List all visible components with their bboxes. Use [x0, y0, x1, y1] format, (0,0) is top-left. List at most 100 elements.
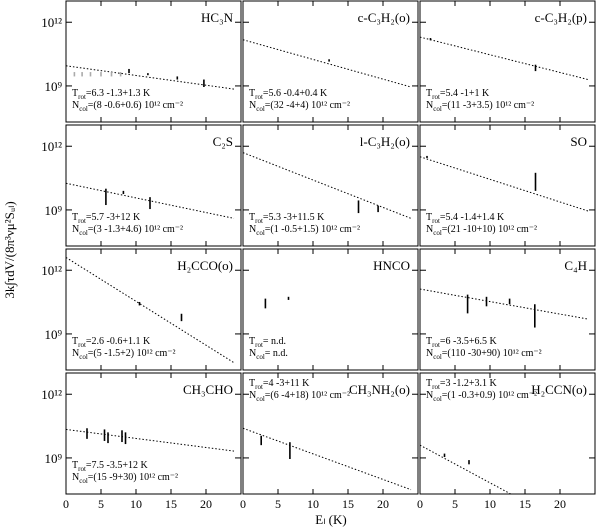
- x-tick-label: 10: [130, 497, 142, 511]
- subscript: rot: [255, 341, 263, 349]
- panel-frame: [419, 124, 596, 247]
- molecule-label: H₂CCO(o): [177, 258, 233, 273]
- y-tick-label: 10¹²: [41, 387, 62, 402]
- subscript: col: [433, 229, 442, 237]
- symbol: N: [426, 390, 433, 401]
- fit-line: [66, 257, 235, 364]
- value-text: =(3 -1.3+4.6) 10¹² cm⁻²: [88, 224, 183, 235]
- symbol: T: [72, 88, 78, 99]
- subscript: rot: [78, 341, 86, 349]
- value-text: =(21 -10+10) 10¹² cm⁻²: [442, 224, 537, 235]
- y-tick-label: 10⁹: [44, 451, 62, 466]
- trot-label: Trot= n.d.: [249, 336, 286, 349]
- fit-line: [420, 444, 512, 494]
- molecule-label: c-C₃H₂(p): [535, 10, 587, 25]
- value-text: =(32 -4+4) 10¹² cm⁻²: [265, 100, 350, 111]
- value-text: =2.6 -0.6+1.1 K: [86, 336, 151, 347]
- x-axis-label: Eₗ (K): [315, 512, 346, 527]
- x-tick-label: 10: [307, 497, 319, 511]
- trot-label: Trot=6.3 -1.3+1.3 K: [72, 88, 151, 101]
- subscript: rot: [432, 217, 440, 225]
- symbol: N: [426, 348, 433, 359]
- subscript: col: [256, 353, 265, 361]
- symbol: N: [249, 100, 256, 111]
- y-tick-label: 10¹²: [41, 263, 62, 278]
- trot-label: Trot=3 -1.2+3.1 K: [426, 378, 498, 391]
- ncol-label: Ncol=(3 -1.3+4.6) 10¹² cm⁻²: [72, 224, 183, 237]
- ncol-label: Ncol=(15 -9+30) 10¹² cm⁻²: [72, 472, 178, 485]
- symbol: N: [249, 224, 256, 235]
- subscript: col: [433, 395, 442, 403]
- ncol-label: Ncol=(110 -30+90) 10¹² cm⁻²: [426, 348, 542, 361]
- ncol-label: Ncol=(8 -0.6+0.6) 10¹² cm⁻²: [72, 100, 183, 113]
- symbol: N: [249, 348, 256, 359]
- y-tick-label: 10⁹: [44, 203, 62, 218]
- panel-frame: [65, 372, 242, 495]
- molecule-label: C₂S: [213, 134, 233, 149]
- panel-frame: [242, 372, 419, 495]
- value-text: =5.4 -1.4+1.4 K: [440, 212, 505, 223]
- symbol: N: [72, 100, 79, 111]
- value-text: =(110 -30+90) 10¹² cm⁻²: [442, 348, 542, 359]
- ncol-label: Ncol= n.d.: [249, 348, 288, 361]
- x-tick-label: 20: [377, 497, 389, 511]
- value-text: =5.3 -3+11.5 K: [263, 212, 325, 223]
- trot-label: Trot=5.7 -3+12 K: [72, 212, 141, 225]
- symbol: T: [72, 460, 78, 471]
- symbol: N: [426, 224, 433, 235]
- subscript: col: [256, 395, 265, 403]
- subscript: col: [79, 229, 88, 237]
- panel-frame: [65, 124, 242, 247]
- symbol: T: [426, 88, 432, 99]
- subscript: rot: [78, 93, 86, 101]
- symbol: T: [249, 336, 255, 347]
- value-text: = n.d.: [265, 348, 288, 359]
- fit-line: [66, 428, 235, 452]
- x-tick-label: 5: [98, 497, 104, 511]
- panel-frame: [419, 372, 596, 495]
- ncol-label: Ncol=(11 -3+3.5) 10¹² cm⁻²: [426, 100, 534, 113]
- symbol: T: [426, 336, 432, 347]
- value-text: = n.d.: [263, 336, 286, 347]
- y-axis-label: 3k∫τdV/(8π³νμ²Sᵤₗ): [2, 201, 18, 298]
- value-text: =(1 -0.5+1.5) 10¹² cm⁻²: [265, 224, 360, 235]
- x-tick-label: 0: [63, 497, 69, 511]
- value-text: =6 -3.5+6.5 K: [440, 336, 498, 347]
- panel-frame: [65, 0, 242, 123]
- trot-label: Trot=5.4 -1.4+1.4 K: [426, 212, 505, 225]
- trot-label: Trot=6 -3.5+6.5 K: [426, 336, 498, 349]
- subscript: col: [256, 105, 265, 113]
- subscript: rot: [432, 93, 440, 101]
- trot-label: Trot=4 -3+11 K: [249, 378, 310, 391]
- symbol: N: [426, 100, 433, 111]
- subscript: rot: [432, 383, 440, 391]
- symbol: T: [72, 212, 78, 223]
- panel-frame: [242, 248, 419, 371]
- fit-line: [243, 152, 412, 219]
- symbol: T: [426, 378, 432, 389]
- fit-line: [420, 156, 589, 212]
- molecule-label: c-C₃H₂(o): [358, 10, 410, 25]
- symbol: T: [426, 212, 432, 223]
- x-tick-label: 5: [275, 497, 281, 511]
- symbol: T: [72, 336, 78, 347]
- value-text: =(11 -3+3.5) 10¹² cm⁻²: [442, 100, 534, 111]
- subscript: col: [79, 353, 88, 361]
- molecule-label: HC₃N: [201, 10, 234, 25]
- subscript: col: [433, 105, 442, 113]
- panel-frame: [242, 124, 419, 247]
- x-tick-label: 15: [519, 497, 531, 511]
- y-tick-label: 10⁹: [44, 79, 62, 94]
- y-tick-label: 10¹²: [41, 15, 62, 30]
- subscript: col: [79, 105, 88, 113]
- ncol-label: Ncol=(1 -0.5+1.5) 10¹² cm⁻²: [249, 224, 360, 237]
